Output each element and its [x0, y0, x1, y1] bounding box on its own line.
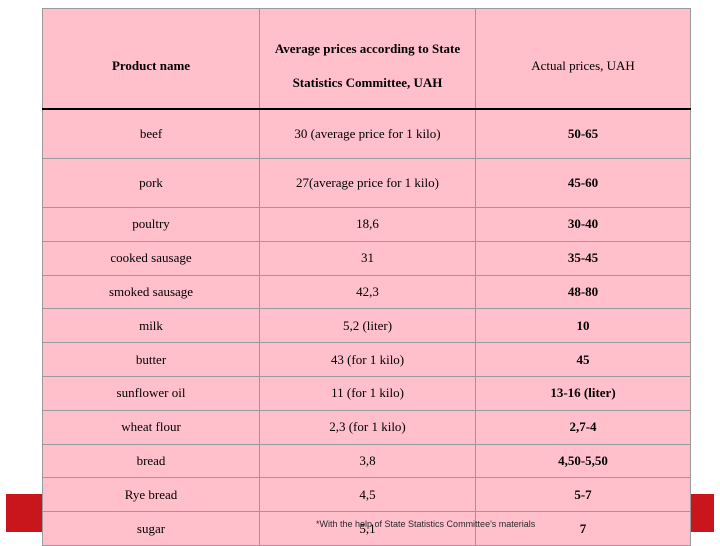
- header-average-prices: Average prices according to State Statis…: [259, 8, 476, 110]
- footnote: *With the help of State Statistics Commi…: [316, 519, 536, 529]
- product-name-cell: wheat flour: [42, 409, 260, 445]
- table-row: bread 3,8 4,50-5,50: [42, 443, 691, 479]
- table-row: smoked sausage 42,3 48-80: [42, 274, 691, 310]
- actual-price-cell: 30-40: [475, 207, 691, 242]
- average-price-cell: 43 (for 1 kilo): [259, 342, 476, 377]
- table-row: cooked sausage 31 35-45: [42, 240, 691, 276]
- average-price-cell: 4,5: [259, 477, 476, 513]
- product-name-cell: bread: [42, 443, 260, 479]
- price-comparison-table-container: Product name Average prices according to…: [42, 8, 691, 546]
- average-price-cell: 11 (for 1 kilo): [259, 375, 476, 411]
- product-name-cell: sugar: [42, 511, 260, 546]
- average-price-cell: 27(average price for 1 kilo): [259, 158, 476, 208]
- actual-price-cell: 48-80: [475, 274, 691, 310]
- table-row: poultry 18,6 30-40: [42, 207, 691, 242]
- average-price-cell: 5,2 (liter): [259, 308, 476, 344]
- product-name-cell: smoked sausage: [42, 274, 260, 310]
- average-price-cell: 30 (average price for 1 kilo): [259, 108, 476, 159]
- actual-price-cell: 35-45: [475, 240, 691, 276]
- average-price-cell: 31: [259, 240, 476, 276]
- table-row: milk 5,2 (liter) 10: [42, 308, 691, 344]
- table-row: beef 30 (average price for 1 kilo) 50-65: [42, 108, 691, 159]
- actual-price-cell: 10: [475, 308, 691, 344]
- table-header-row: Product name Average prices according to…: [42, 8, 691, 110]
- actual-price-cell: 5-7: [475, 477, 691, 513]
- product-name-cell: Rye bread: [42, 477, 260, 513]
- average-price-cell: 18,6: [259, 207, 476, 242]
- actual-price-cell: 50-65: [475, 108, 691, 159]
- product-name-cell: poultry: [42, 207, 260, 242]
- product-name-cell: beef: [42, 108, 260, 159]
- actual-price-cell: 13-16 (liter): [475, 375, 691, 411]
- product-name-cell: milk: [42, 308, 260, 344]
- header-actual-prices: Actual prices, UAH: [475, 8, 691, 110]
- table-row: wheat flour 2,3 (for 1 kilo) 2,7-4: [42, 409, 691, 445]
- actual-price-cell: 45: [475, 342, 691, 377]
- average-price-cell: 3,8: [259, 443, 476, 479]
- price-comparison-table: Product name Average prices according to…: [42, 8, 691, 546]
- header-product-name: Product name: [42, 8, 260, 110]
- average-price-cell: 2,3 (for 1 kilo): [259, 409, 476, 445]
- product-name-cell: sunflower oil: [42, 375, 260, 411]
- average-price-cell: 42,3: [259, 274, 476, 310]
- table-row: Rye bread 4,5 5-7: [42, 477, 691, 513]
- product-name-cell: pork: [42, 158, 260, 208]
- product-name-cell: cooked sausage: [42, 240, 260, 276]
- actual-price-cell: 2,7-4: [475, 409, 691, 445]
- actual-price-cell: 4,50-5,50: [475, 443, 691, 479]
- table-row: butter 43 (for 1 kilo) 45: [42, 342, 691, 377]
- product-name-cell: butter: [42, 342, 260, 377]
- actual-price-cell: 45-60: [475, 158, 691, 208]
- table-row: sunflower oil 11 (for 1 kilo) 13-16 (liter…: [42, 375, 691, 411]
- table-row: pork 27(average price for 1 kilo) 45-60: [42, 158, 691, 208]
